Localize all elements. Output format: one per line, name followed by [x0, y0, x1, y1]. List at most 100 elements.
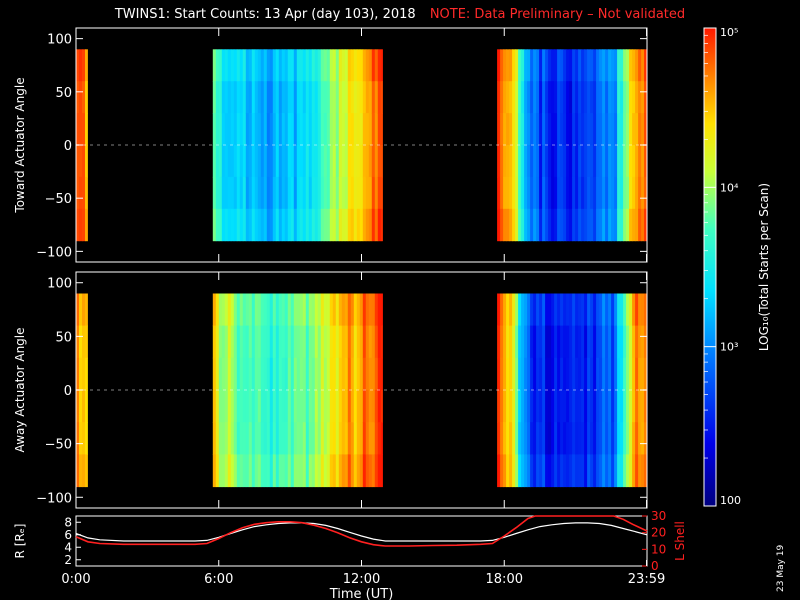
heatmap-cell	[362, 390, 367, 423]
heatmap-cell	[82, 208, 86, 242]
heatmap-cell	[245, 357, 250, 391]
y-tick-label: 0	[64, 139, 72, 154]
heatmap-cell	[503, 422, 507, 455]
heatmap-cell	[233, 176, 238, 210]
heatmap-cell	[317, 454, 322, 488]
heatmap-cell	[221, 293, 226, 327]
heatmap-cell	[326, 145, 331, 178]
heatmap-cell	[233, 390, 238, 423]
y2-tick-label: 30	[651, 509, 666, 523]
heatmap-cell	[557, 390, 561, 423]
heatmap-cell	[560, 49, 564, 82]
heatmap-cell	[82, 325, 86, 359]
radius-line	[75, 522, 648, 542]
colorbar-tick-label: 10⁴	[720, 181, 739, 194]
heatmap-cell	[371, 176, 376, 210]
heatmap-cell	[296, 113, 301, 146]
heatmap-cell	[275, 422, 280, 455]
heatmap-cell	[542, 422, 546, 455]
heatmap-cell	[287, 113, 292, 146]
heatmap-cell	[542, 357, 546, 391]
heatmap-cell	[608, 293, 612, 327]
heatmap-cell	[581, 81, 585, 114]
heatmap-cell	[371, 454, 376, 488]
heatmap-cell	[611, 293, 615, 327]
heatmap-cell	[506, 81, 510, 114]
heatmap-cell	[227, 422, 232, 455]
heatmap-cell	[76, 176, 80, 210]
heatmap-cell	[500, 422, 504, 455]
heatmap-cell	[524, 422, 528, 455]
heatmap-cell	[281, 145, 286, 178]
heatmap-cell	[575, 422, 579, 455]
heatmap-cell	[614, 176, 618, 210]
heatmap-cell	[245, 49, 250, 82]
heatmap-cell	[530, 293, 534, 327]
heatmap-cell	[572, 208, 576, 242]
heatmap-cell	[629, 293, 633, 327]
heatmap-cell	[644, 176, 647, 210]
heatmap-cell	[227, 390, 232, 423]
heatmap-cell	[212, 390, 217, 423]
heatmap-cell	[569, 113, 573, 146]
heatmap-cell	[338, 176, 343, 210]
heatmap-cell	[506, 325, 510, 359]
heatmap-cell	[230, 145, 235, 178]
heatmap-cell	[242, 81, 247, 114]
heatmap-cell	[263, 176, 268, 210]
heatmap-cell	[374, 208, 379, 242]
heatmap-cell	[554, 176, 558, 210]
heatmap-cell	[230, 454, 235, 488]
heatmap-cell	[533, 113, 537, 146]
heatmap-cell	[596, 422, 600, 455]
heatmap-cell	[332, 81, 337, 114]
heatmap-cell	[584, 113, 588, 146]
heatmap-cell	[584, 208, 588, 242]
heatmap-cell	[236, 208, 241, 242]
heatmap-cell	[284, 293, 289, 327]
heatmap-cell	[251, 208, 256, 242]
heatmap-cell	[629, 390, 633, 423]
heatmap-cell	[380, 81, 383, 114]
heatmap-cell	[344, 454, 349, 488]
heatmap-cell	[578, 325, 582, 359]
heatmap-cell	[596, 293, 600, 327]
heatmap-cell	[536, 293, 540, 327]
heatmap-cell	[605, 208, 609, 242]
heatmap-cell	[374, 81, 379, 114]
heatmap-cell	[566, 454, 570, 488]
heatmap-cell	[287, 422, 292, 455]
heatmap-cell	[251, 454, 256, 488]
heatmap-cell	[371, 49, 376, 82]
heatmap-cell	[266, 81, 271, 114]
heatmap-cell	[560, 422, 564, 455]
heatmap-cell	[563, 454, 567, 488]
heatmap-cell	[317, 113, 322, 146]
heatmap-cell	[539, 357, 543, 391]
heatmap-cell	[347, 325, 352, 359]
heatmap-cell	[641, 113, 645, 146]
heatmap-cell	[599, 357, 603, 391]
heatmap-cell	[314, 357, 319, 391]
heatmap-cell	[554, 49, 558, 82]
heatmap-cell	[344, 208, 349, 242]
heatmap-cell	[308, 208, 313, 242]
heatmap-cell	[605, 357, 609, 391]
heatmap-cell	[344, 176, 349, 210]
heatmap-cell	[506, 176, 510, 210]
heatmap-cell	[278, 49, 283, 82]
heatmap-cell	[269, 293, 274, 327]
heatmap-cell	[371, 357, 376, 391]
heatmap-cell	[76, 293, 80, 327]
heatmap-cell	[611, 145, 615, 178]
heatmap-cell	[503, 49, 507, 82]
heatmap-cell	[644, 422, 647, 455]
heatmap-cell	[299, 325, 304, 359]
heatmap-cell	[305, 293, 310, 327]
heatmap-cell	[623, 145, 627, 178]
heatmap-cell	[305, 113, 310, 146]
heatmap-cell	[323, 293, 328, 327]
heatmap-cell	[596, 454, 600, 488]
heatmap-cell	[350, 81, 355, 114]
heatmap-cell	[533, 176, 537, 210]
